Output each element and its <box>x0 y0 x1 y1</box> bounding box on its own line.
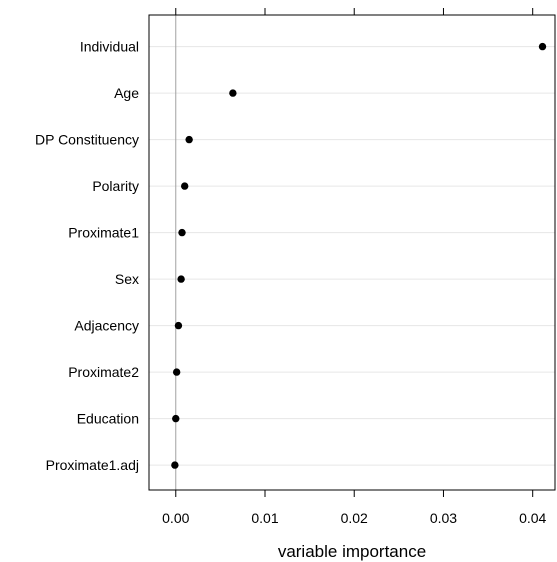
x-tick-label: 0.03 <box>430 510 457 526</box>
grid-lines <box>149 46 555 466</box>
y-tick-label: Education <box>77 411 139 427</box>
y-tick-label: Proximate2 <box>68 364 139 380</box>
data-point <box>172 414 180 423</box>
y-tick-label: Adjacency <box>74 318 139 334</box>
x-tick-label: 0.04 <box>519 510 546 526</box>
data-point <box>178 228 186 237</box>
y-tick-label: Individual <box>80 39 139 55</box>
data-point <box>538 42 547 51</box>
data-point <box>174 321 183 330</box>
data-point <box>229 89 237 97</box>
y-tick-label: Age <box>114 85 139 101</box>
data-point <box>177 275 185 283</box>
x-tick-label: 0.00 <box>162 510 189 526</box>
y-tick-label: Sex <box>115 271 139 287</box>
data-point <box>180 182 189 190</box>
x-tick-label: 0.02 <box>341 510 368 526</box>
data-points <box>171 42 547 469</box>
y-tick-label: Proximate1 <box>68 225 139 241</box>
data-point <box>172 368 181 376</box>
data-point <box>171 461 179 469</box>
plot-frame <box>148 14 556 491</box>
x-tick-label: 0.01 <box>251 510 278 526</box>
y-tick-label: Proximate1.adj <box>46 457 139 473</box>
y-tick-label: Polarity <box>92 178 139 194</box>
x-axis-title: variable importance <box>278 542 426 561</box>
x-axis-ticks: 0.00 0.01 0.02 0.03 0.04 <box>162 8 547 526</box>
y-tick-label: DP Constituency <box>35 132 139 148</box>
data-point <box>185 135 193 144</box>
y-tick-labels: Individual Age DP Constituency Polarity Prox… <box>35 39 139 474</box>
